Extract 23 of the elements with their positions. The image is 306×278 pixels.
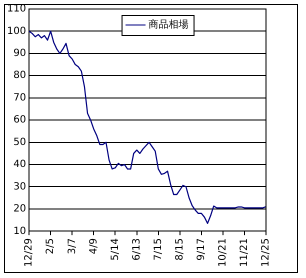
y-tick-label: 10 <box>13 226 26 237</box>
x-tick-label: 3/7 <box>66 238 78 254</box>
y-tick-label: 60 <box>13 114 26 126</box>
x-tick-label: 10/21 <box>218 238 229 268</box>
x-tick-label: 4/9 <box>88 238 100 254</box>
y-tick-label: 20 <box>13 204 26 215</box>
y-tick-label: 90 <box>13 48 26 60</box>
x-tick-label: 6/13 <box>131 238 142 261</box>
y-tick-label: 50 <box>13 136 26 148</box>
x-tick-label: 12/25 <box>260 238 272 268</box>
x-tick-label: 5/14 <box>110 238 121 261</box>
y-tick-label: 40 <box>13 159 26 170</box>
x-tick-label: 9/17 <box>196 238 207 261</box>
y-tick-label: 80 <box>13 70 26 82</box>
y-tick-label: 100 <box>6 26 26 37</box>
x-tick-label: 11/21 <box>239 238 250 268</box>
x-tick-label: 7/15 <box>152 238 164 261</box>
x-tick-label: 8/15 <box>174 238 186 261</box>
x-tick-label: 12/29 <box>24 238 35 268</box>
y-tick-label: 70 <box>13 92 26 104</box>
y-tick-label: 30 <box>13 181 26 192</box>
x-tick-label: 2/5 <box>45 238 56 254</box>
legend-label: 商品相場 <box>148 18 189 31</box>
